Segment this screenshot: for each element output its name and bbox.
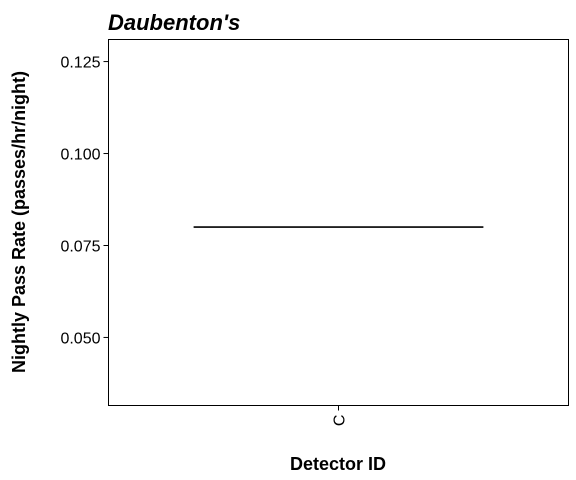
y-tick-label: 0.125 <box>60 55 100 72</box>
y-tick-label: 0.100 <box>60 147 100 164</box>
plot-panel <box>108 39 569 406</box>
x-axis-title: Detector ID <box>290 454 386 474</box>
y-axis-ticks: 0.050 0.075 0.100 0.125 <box>60 55 109 347</box>
x-axis-ticks: C <box>332 405 349 427</box>
x-tick-label: C <box>332 415 349 427</box>
chart-title: Daubenton's <box>108 10 240 35</box>
y-tick-label: 0.050 <box>60 330 100 347</box>
y-axis-title: Nightly Pass Rate (passes/hr/night) <box>9 71 29 373</box>
y-tick-label: 0.075 <box>60 238 100 255</box>
